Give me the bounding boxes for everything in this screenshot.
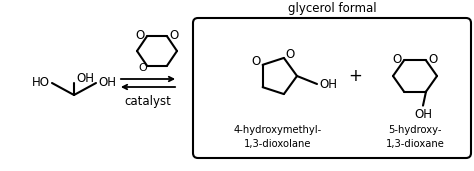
Text: +: + (348, 67, 362, 85)
Text: O: O (251, 55, 261, 68)
Text: O: O (428, 53, 437, 66)
Text: O: O (138, 63, 147, 73)
Text: O: O (286, 48, 295, 61)
Text: OH: OH (76, 73, 94, 86)
Text: OH: OH (319, 77, 337, 90)
Text: glycerol formal: glycerol formal (288, 2, 376, 15)
Text: O: O (393, 53, 402, 66)
Text: 4-hydroxymethyl-
1,3-dioxolane: 4-hydroxymethyl- 1,3-dioxolane (234, 125, 322, 149)
Text: OH: OH (98, 76, 116, 89)
Text: OH: OH (414, 108, 432, 121)
FancyBboxPatch shape (193, 18, 471, 158)
Text: O: O (136, 29, 145, 42)
Text: catalyst: catalyst (125, 95, 172, 108)
Text: HO: HO (32, 76, 50, 89)
Text: O: O (169, 29, 178, 42)
Text: 5-hydroxy-
1,3-dioxane: 5-hydroxy- 1,3-dioxane (385, 125, 445, 149)
